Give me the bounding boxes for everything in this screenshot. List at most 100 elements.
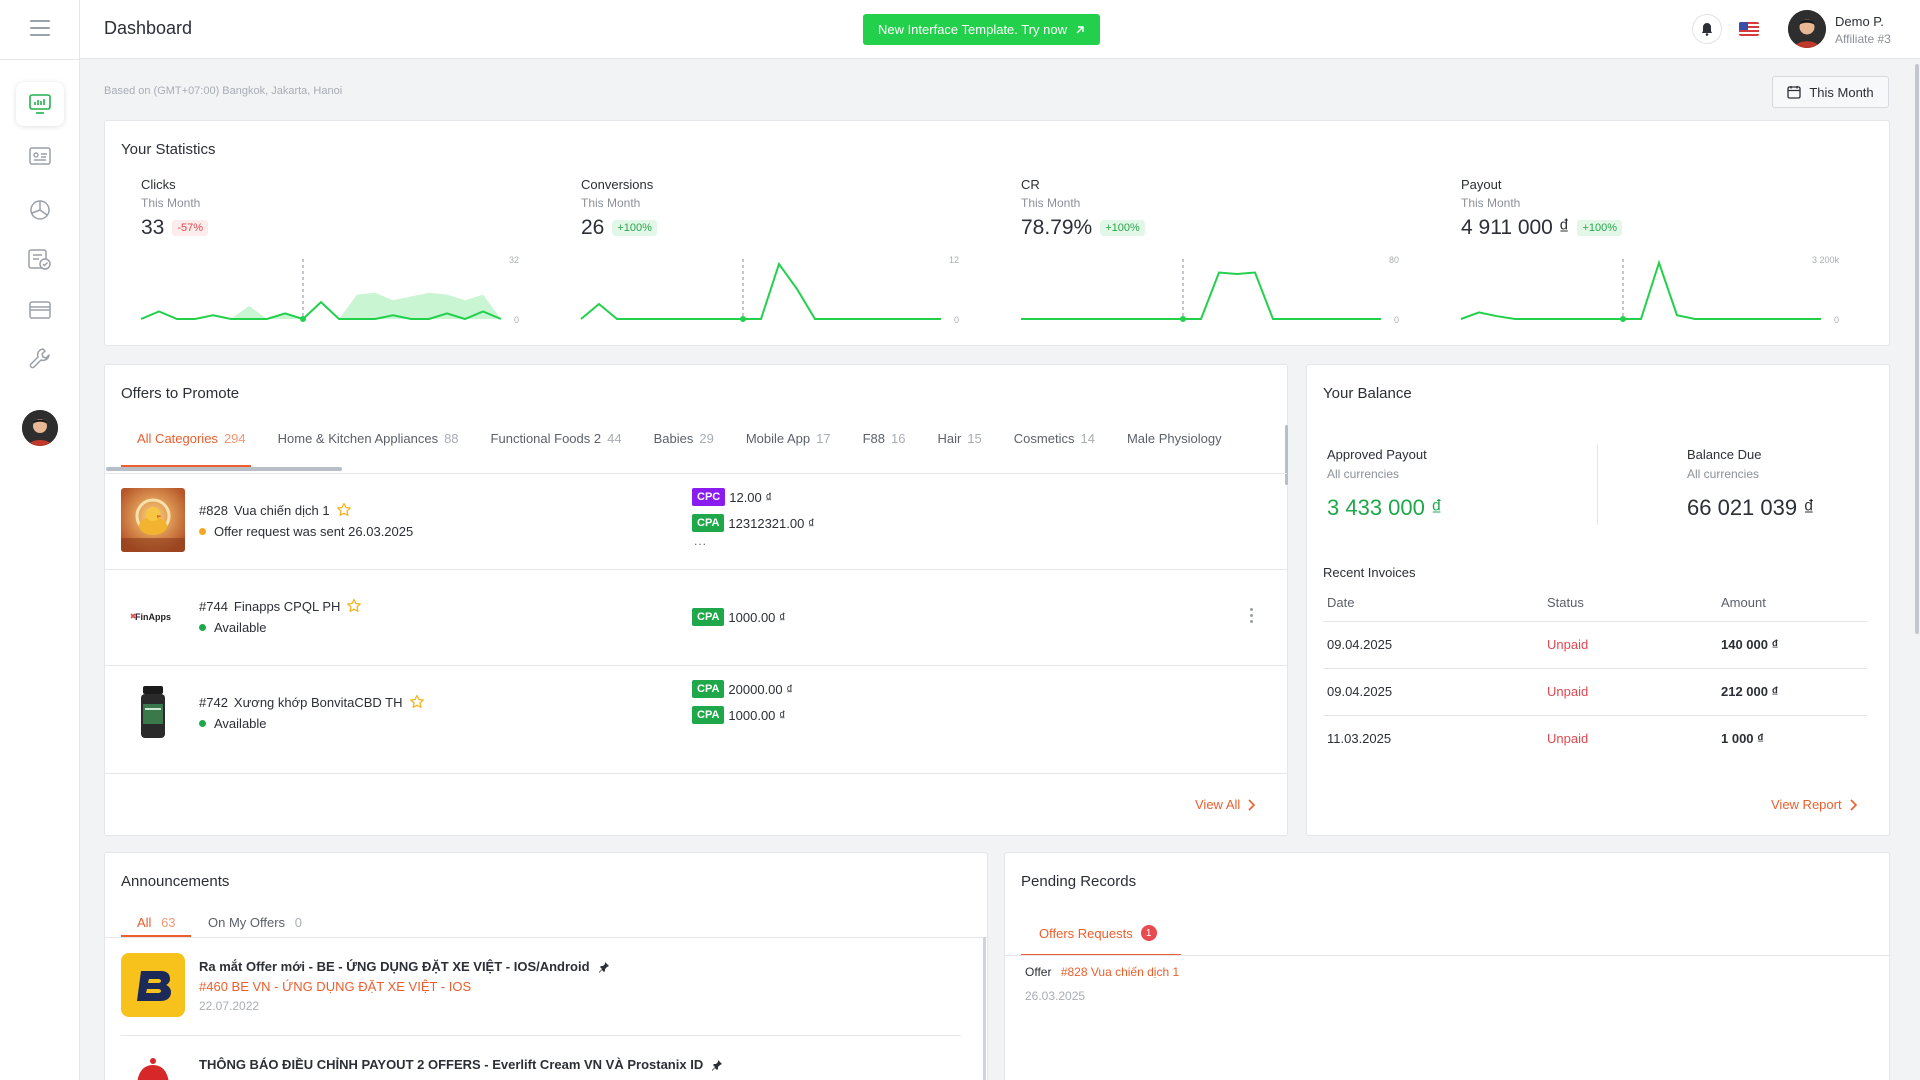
payout-type-badge: CPA	[692, 706, 725, 724]
menu-toggle-icon[interactable]	[30, 20, 50, 36]
pending-record-date: 26.03.2025	[1025, 989, 1086, 1003]
pin-icon	[712, 1059, 723, 1071]
offer-row[interactable]: #828 Vua chiến dịch 1 Offer request was se…	[105, 473, 1287, 569]
page-title: Dashboard	[104, 18, 193, 38]
sidebar-divider	[0, 59, 80, 60]
offer-price-line: CPA 1000.00 ₫	[692, 706, 786, 724]
offers-requests-tab[interactable]: Offers Requests 1	[1039, 925, 1157, 941]
tabs-scrollbar[interactable]	[106, 467, 342, 471]
favorite-star-icon[interactable]	[346, 598, 362, 614]
view-all-label: View All	[1195, 797, 1241, 812]
stat-period: This Month	[141, 196, 201, 210]
announcement-offer-link[interactable]: #460 BE VN - ỨNG DỤNG ĐẶT XE VIỆT - IOS	[199, 979, 472, 994]
tab-count: 17	[816, 431, 831, 446]
invoice-row[interactable]: 11.03.2025 Unpaid 1 000 ₫	[1323, 715, 1867, 762]
offer-name[interactable]: #744 Finapps CPQL PH	[199, 598, 362, 614]
pending-record-label: Offer	[1025, 965, 1052, 979]
offer-category-tab[interactable]: Functional Foods 2 44	[491, 425, 622, 467]
announcements-scrollbar[interactable]	[983, 937, 986, 1080]
sidebar-avatar[interactable]	[22, 410, 58, 446]
active-tab-indicator	[121, 465, 251, 467]
page-scrollbar[interactable]	[1915, 64, 1919, 634]
sidebar-item-tools[interactable]	[16, 336, 64, 380]
notifications-button[interactable]	[1692, 14, 1722, 44]
sparkline-axis-min: 0	[1394, 315, 1399, 325]
more-payouts-ellipsis[interactable]: ...	[694, 534, 708, 548]
offer-row[interactable]: #742 Xương khớp BonvitaCBD TH Available CPA…	[105, 665, 1287, 761]
sidebar-item-dashboard[interactable]	[16, 82, 64, 126]
favorite-star-icon[interactable]	[336, 502, 352, 518]
new-interface-button[interactable]: New Interface Template. Try now	[863, 14, 1100, 45]
offer-category-tab[interactable]: F88 16	[863, 425, 906, 467]
offer-id: #744	[199, 598, 228, 614]
credit-card-icon	[29, 301, 51, 319]
offer-name[interactable]: #742 Xương khớp BonvitaCBD TH	[199, 694, 425, 710]
offer-row[interactable]: FinApps #744 Finapps CPQL PH Available CPA 10…	[105, 569, 1287, 665]
stat-delta-badge: +100%	[1100, 220, 1145, 236]
calendar-icon	[1787, 86, 1801, 99]
invoice-status: Unpaid	[1547, 637, 1589, 652]
tab-label: Babies	[653, 431, 694, 446]
today-marker-dot	[300, 316, 306, 322]
announcements-active-tab-line	[121, 935, 191, 937]
status-text: Offer request was sent 26.03.2025	[214, 524, 414, 539]
external-arrow-icon	[1076, 25, 1084, 33]
payout-type-badge: CPA	[692, 608, 725, 626]
offer-category-tabs: All Categories 294 Home & Kitchen Applianc…	[105, 425, 1287, 467]
offer-category-tab[interactable]: Hair 15	[937, 425, 981, 467]
pending-record-row[interactable]: Offer #828 Vua chiến dịch 1	[1025, 965, 1179, 979]
offer-price-line: CPA 20000.00 ₫	[692, 680, 793, 698]
invoice-row[interactable]: 09.04.2025 Unpaid 140 000 ₫	[1323, 621, 1867, 668]
offer-category-tab[interactable]: All Categories 294	[137, 425, 246, 467]
pending-title: Pending Records	[1021, 873, 1137, 890]
stat-sparkline: 12 0	[580, 255, 959, 325]
invoice-row[interactable]: 09.04.2025 Unpaid 212 000 ₫	[1323, 668, 1867, 715]
offer-actions-kebab-icon[interactable]	[1250, 608, 1254, 626]
stat-card: Payout This Month 4 911 000 ₫ +100%	[1461, 177, 1861, 240]
user-avatar[interactable]	[1788, 10, 1826, 48]
stat-label: Payout	[1461, 177, 1502, 192]
chart-monitor-icon	[29, 94, 51, 114]
tab-all-count: 63	[161, 915, 176, 930]
payout-amount: 20000.00 ₫	[728, 681, 793, 697]
sidebar-item-tasks[interactable]	[16, 238, 64, 282]
announcement-title: THÔNG BÁO ĐIỀU CHỈNH PAYOUT 2 OFFERS - E…	[199, 1057, 723, 1072]
sidebar-item-offers[interactable]	[16, 134, 64, 178]
be-app-logo	[121, 953, 185, 1017]
tab-label: Home & Kitchen Appliances	[277, 431, 439, 446]
announcements-tab-my-offers[interactable]: On My Offers 0	[208, 915, 302, 930]
sidebar	[0, 0, 80, 1080]
offer-category-tab[interactable]: Cosmetics 14	[1014, 425, 1095, 467]
stat-period: This Month	[1021, 196, 1081, 210]
user-name[interactable]: Demo P.	[1835, 14, 1884, 29]
tab-count: 294	[223, 431, 246, 446]
approved-payout-label: Approved Payout	[1327, 447, 1427, 462]
tab-my-offers-count: 0	[294, 915, 302, 930]
favorite-star-icon[interactable]	[409, 694, 425, 710]
tabs-vertical-scrollbar[interactable]	[1285, 425, 1288, 485]
offer-thumbnail: FinApps	[121, 584, 185, 648]
us-flag-icon[interactable]	[1739, 22, 1759, 36]
pending-record-link[interactable]: #828 Vua chiến dịch 1	[1060, 965, 1180, 979]
pie-chart-icon	[30, 200, 50, 220]
offer-name[interactable]: #828 Vua chiến dịch 1	[199, 502, 352, 518]
stat-label: Clicks	[141, 177, 176, 192]
offer-category-tab[interactable]: Home & Kitchen Appliances 88	[278, 425, 459, 467]
sparkline-line	[580, 261, 941, 320]
approved-payout-sub: All currencies	[1327, 467, 1400, 481]
offer-category-tab[interactable]: Mobile App 17	[746, 425, 831, 467]
period-button[interactable]: This Month	[1772, 76, 1889, 108]
offer-category-tab[interactable]: Babies 29	[654, 425, 714, 467]
timezone-note: Based on (GMT+07:00) Bangkok, Jakarta, H…	[104, 85, 343, 97]
announcement-title-text: THÔNG BÁO ĐIỀU CHỈNH PAYOUT 2 OFFERS - E…	[199, 1057, 704, 1072]
today-marker-dot	[1620, 316, 1626, 322]
stat-card: CR This Month 78.79% +100%	[1021, 177, 1421, 240]
sidebar-item-statistics[interactable]	[16, 188, 64, 232]
announcements-tab-all[interactable]: All 63	[137, 915, 176, 930]
view-report-link[interactable]: View Report	[1771, 797, 1857, 812]
payout-amount: 1000.00 ₫	[728, 707, 786, 723]
view-all-link[interactable]: View All	[1195, 797, 1256, 812]
offer-thumbnail	[121, 680, 185, 744]
sidebar-item-payments[interactable]	[16, 288, 64, 332]
offer-category-tab[interactable]: Male Physiology	[1127, 425, 1222, 467]
